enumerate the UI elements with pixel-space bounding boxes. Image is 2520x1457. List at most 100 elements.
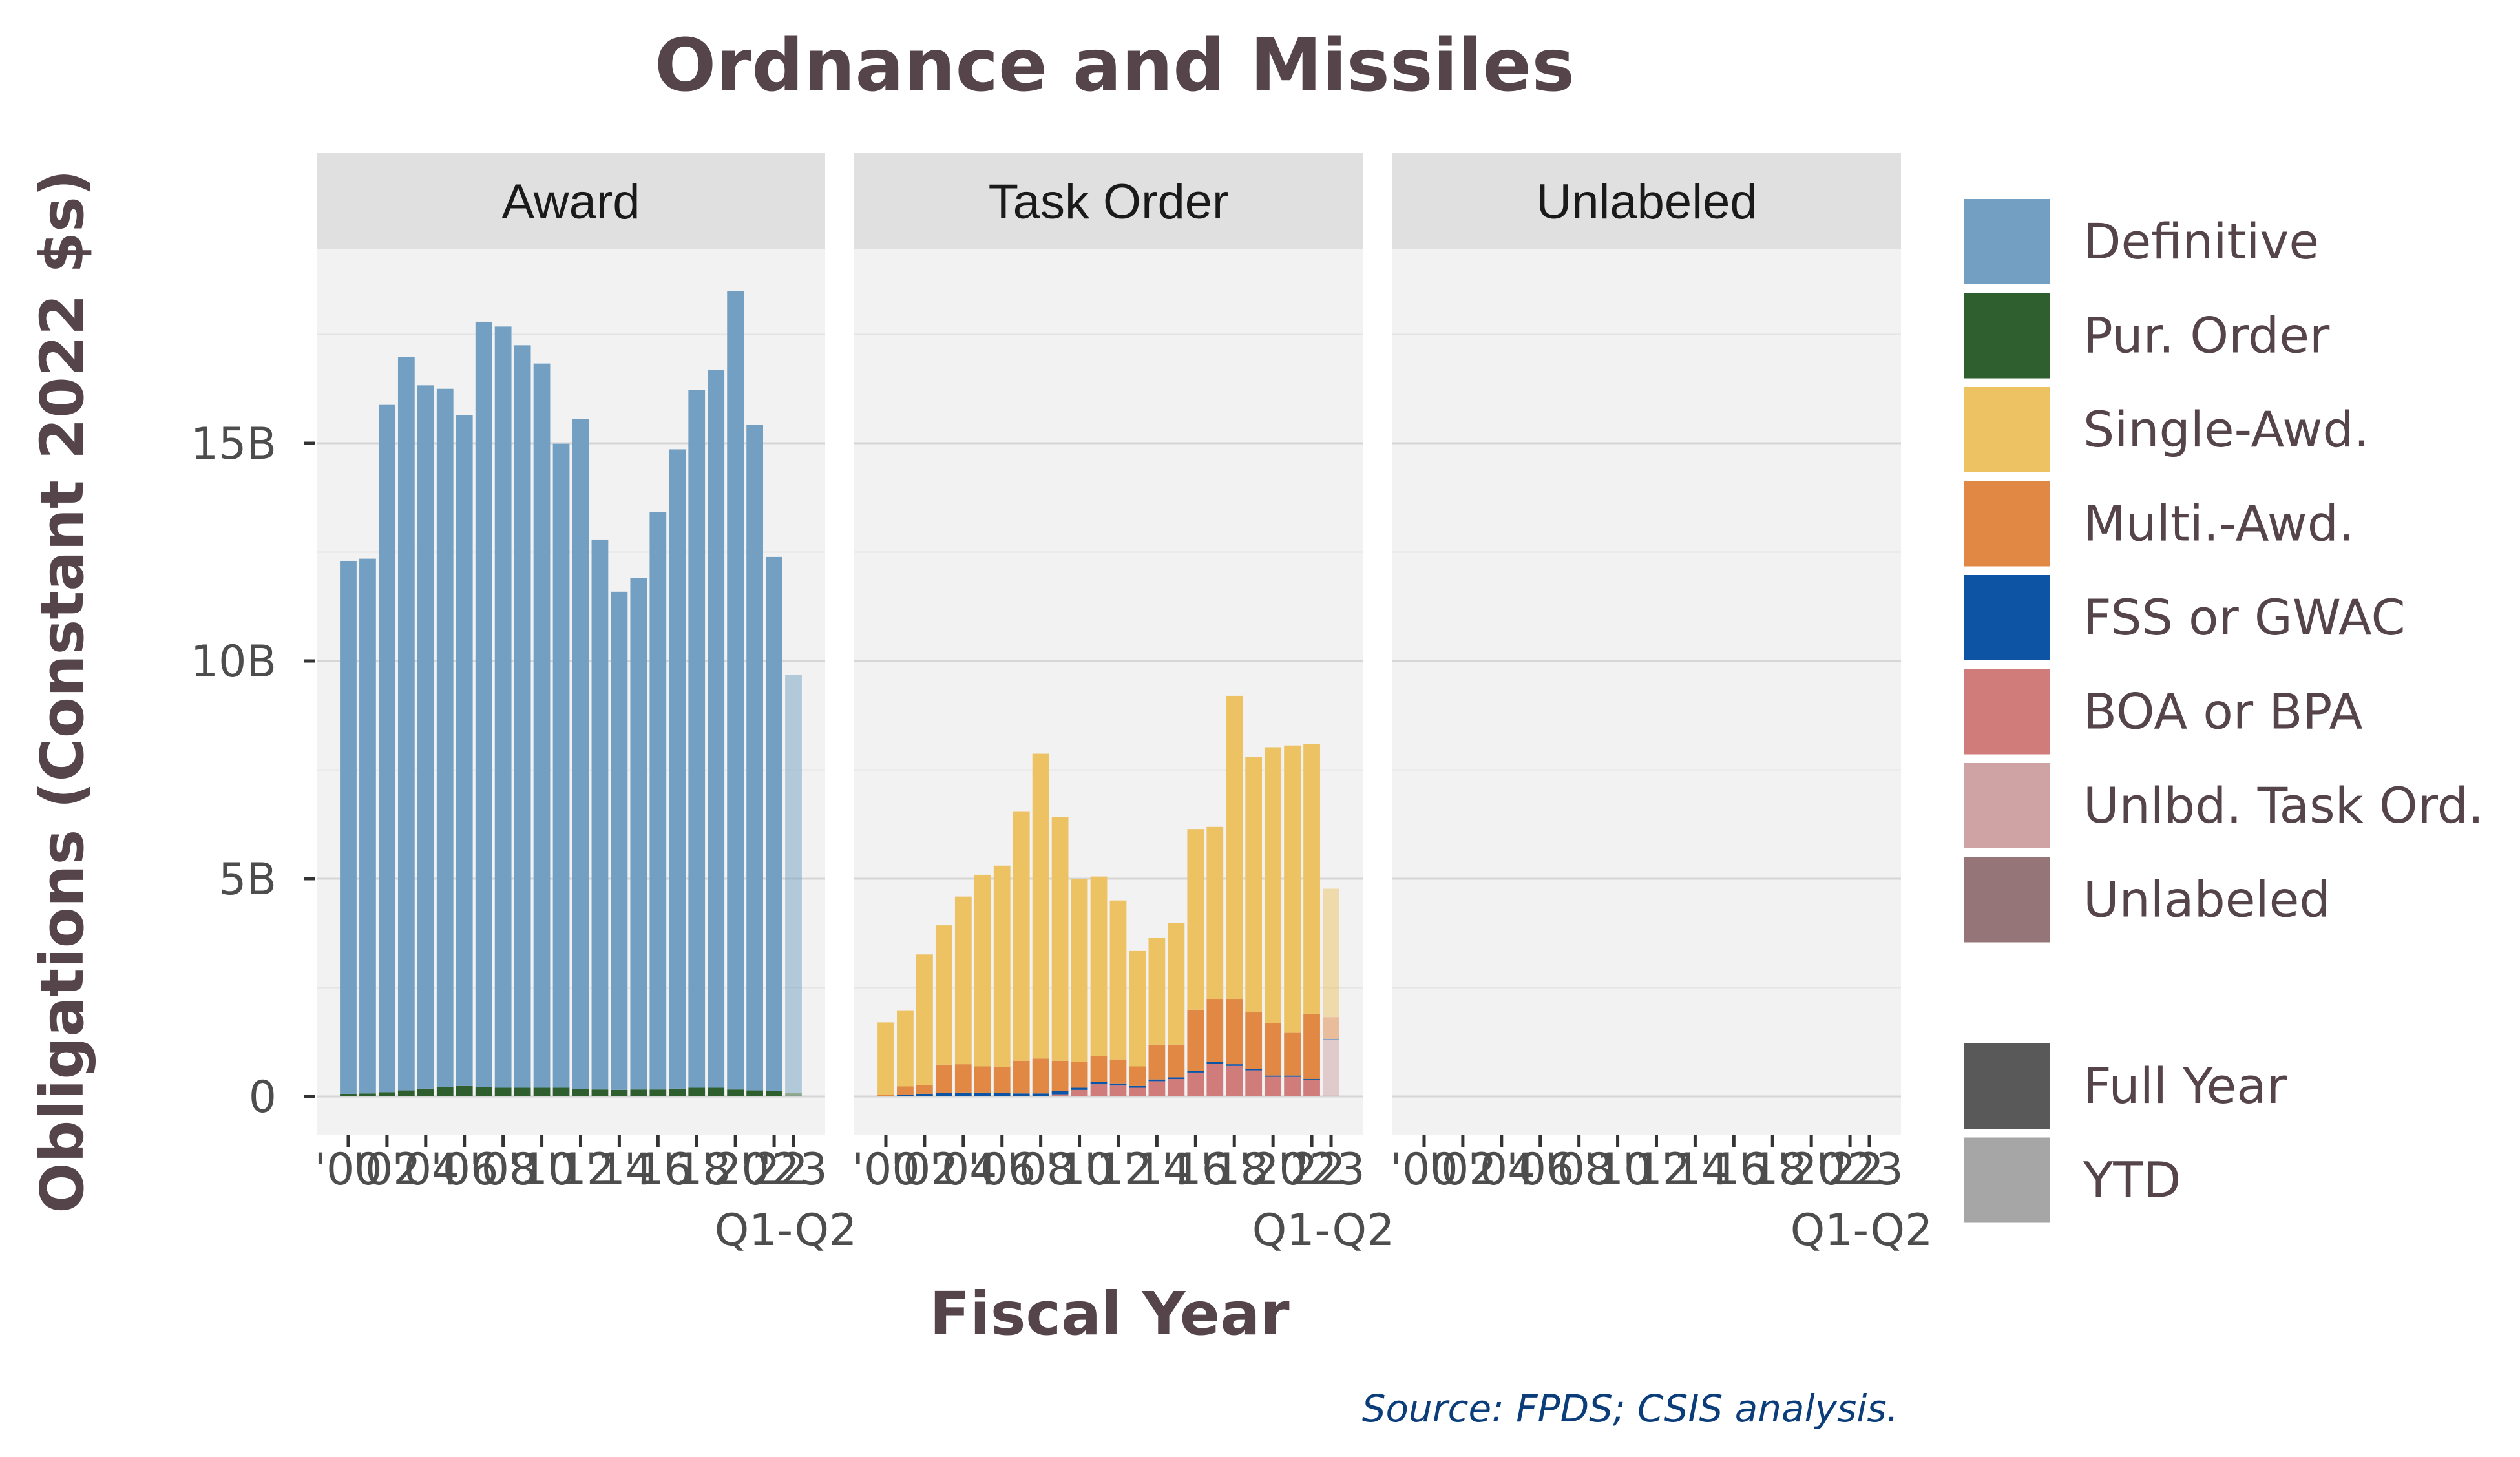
legend-label: Unlbd. Task Ord. — [2083, 777, 2484, 834]
bar-multi-awd--2004 — [954, 1064, 972, 1093]
y-axis-title: Obligations (Constant 2022 $s) — [28, 169, 97, 1213]
bar-single-awd--2009 — [1051, 817, 1069, 1061]
bar-definitive-2001 — [359, 558, 376, 1094]
x-tick-label: '14 — [1661, 1144, 1729, 1195]
bar-definitive-2023 — [785, 675, 802, 1093]
bar-boa-or-bpa-2020 — [1265, 1076, 1282, 1096]
bar-definitive-2004 — [417, 385, 434, 1089]
bar-single-awd--2019 — [1245, 757, 1263, 1012]
bar-fss-or-gwac-2014 — [1148, 1079, 1166, 1082]
x-tick-label: '08 — [1545, 1144, 1613, 1195]
facet-panel-award: Award '00'02'04'06'08'10'12'14'16'18'20'2… — [314, 153, 857, 1256]
bar-fss-or-gwac-2017 — [1206, 1062, 1224, 1064]
x-tick-label-ytd: Q1-Q2 — [1252, 1205, 1395, 1256]
bar-definitive-2018 — [688, 390, 706, 1088]
bar-pur-order-2023 — [785, 1093, 802, 1096]
bar-boa-or-bpa-2011 — [1090, 1084, 1108, 1096]
facet-strip-label: Award — [501, 174, 640, 229]
x-tick-label: '22 — [1816, 1144, 1884, 1195]
bar-definitive-2014 — [611, 591, 628, 1090]
bar-single-awd--2003 — [935, 925, 952, 1065]
facet-strip — [854, 153, 1363, 249]
x-tick-label: '16 — [1162, 1144, 1230, 1195]
legend-item-ytd: YTD — [1962, 1135, 2181, 1226]
bar-multi-awd--2010 — [1071, 1062, 1088, 1088]
bar-multi-awd--2001 — [897, 1086, 914, 1095]
bar-multi-awd--2012 — [1109, 1059, 1127, 1084]
facet-strip — [1392, 153, 1901, 249]
bar-fss-or-gwac-2019 — [1245, 1069, 1263, 1071]
bar-single-awd--2014 — [1148, 938, 1166, 1045]
x-tick-label: '16 — [624, 1144, 692, 1195]
bar-fss-or-gwac-2005 — [974, 1092, 991, 1096]
x-tick-label: '14 — [585, 1144, 653, 1195]
legend-swatch — [1962, 1135, 2052, 1226]
facet-panels: 05B10B15BAward'00'02'04'06'08'10'12'14'1… — [191, 153, 1933, 1256]
bar-single-awd--2023 — [1323, 888, 1339, 1018]
bar-definitive-2019 — [708, 370, 725, 1088]
bar-definitive-2011 — [552, 443, 570, 1088]
x-tick-label: '00 — [314, 1144, 382, 1195]
bar-multi-awd--2009 — [1051, 1060, 1069, 1091]
bar-multi-awd--2006 — [993, 1067, 1011, 1093]
x-tick-label: '04 — [392, 1144, 459, 1195]
bar-multi-awd--2017 — [1206, 999, 1224, 1062]
bar-boa-or-bpa-2021 — [1284, 1076, 1301, 1096]
bar-single-awd--2010 — [1071, 879, 1088, 1062]
facet-strip-label: Unlabeled — [1536, 174, 1757, 229]
x-tick-label: '22 — [740, 1144, 808, 1195]
bar-pur-order-2005 — [436, 1087, 454, 1096]
legend-swatch — [1962, 760, 2052, 851]
bar-fss-or-gwac-2013 — [1129, 1085, 1146, 1088]
bar-single-awd--2017 — [1206, 826, 1224, 1000]
legend-item-full-year: Full Year — [1962, 1041, 2287, 1131]
bar-single-awd--2005 — [974, 874, 991, 1067]
bar-definitive-2005 — [436, 388, 454, 1087]
bar-multi-awd--2014 — [1148, 1044, 1166, 1080]
legend-swatch — [1962, 666, 2052, 757]
bar-definitive-2017 — [669, 449, 686, 1089]
bar-unlbd-task-ord--2023 — [1323, 1040, 1339, 1096]
bar-single-awd--2011 — [1090, 876, 1108, 1056]
y-tick-label: 5B — [218, 854, 277, 905]
bar-boa-or-bpa-2019 — [1245, 1070, 1263, 1096]
x-tick-label: '18 — [1201, 1144, 1268, 1195]
x-tick-label-ytd: Q1-Q2 — [715, 1205, 857, 1256]
bar-boa-or-bpa-2015 — [1168, 1079, 1185, 1096]
bar-boa-or-bpa-2009 — [1051, 1094, 1069, 1096]
bar-definitive-2002 — [379, 404, 395, 1093]
source-note: Source: FPDS; CSIS analysis. — [1362, 1387, 1898, 1431]
legend-item-boa-or-bpa: BOA or BPA — [1962, 666, 2362, 757]
legend-swatch — [1962, 290, 2052, 381]
bar-pur-order-2001 — [359, 1093, 376, 1096]
bar-multi-awd--2015 — [1168, 1044, 1185, 1078]
bar-multi-awd--2003 — [935, 1064, 952, 1093]
bar-pur-order-2002 — [379, 1092, 395, 1096]
bar-single-awd--2022 — [1303, 744, 1320, 1014]
bar-pur-order-2000 — [340, 1093, 357, 1096]
bar-single-awd--2006 — [993, 865, 1011, 1067]
legend-item-unlbd-task-ord-: Unlbd. Task Ord. — [1962, 760, 2484, 851]
bar-fss-or-gwac-2015 — [1168, 1077, 1185, 1080]
bar-multi-awd--2008 — [1032, 1058, 1049, 1094]
x-tick-label: '12 — [547, 1144, 614, 1195]
bar-definitive-2012 — [572, 419, 589, 1089]
bar-pur-order-2012 — [572, 1089, 589, 1096]
bar-multi-awd--2021 — [1284, 1032, 1301, 1076]
x-tick-label: '23 — [759, 1144, 827, 1195]
bar-fss-or-gwac-2011 — [1090, 1082, 1108, 1085]
bar-pur-order-2004 — [417, 1088, 434, 1096]
bar-pur-order-2008 — [494, 1087, 512, 1096]
bar-definitive-2021 — [746, 425, 763, 1091]
x-tick-label: '04 — [929, 1144, 997, 1195]
bar-boa-or-bpa-2012 — [1109, 1085, 1127, 1096]
bar-definitive-2003 — [397, 357, 415, 1091]
x-tick-label: '08 — [469, 1144, 537, 1195]
bar-fss-or-gwac-2002 — [916, 1093, 933, 1096]
bar-multi-awd--2005 — [974, 1066, 991, 1093]
legend-label: BOA or BPA — [2083, 683, 2362, 740]
bar-definitive-2009 — [514, 345, 531, 1088]
bar-pur-order-2017 — [669, 1088, 686, 1096]
bar-pur-order-2016 — [649, 1089, 667, 1096]
x-tick-label: '00 — [852, 1144, 919, 1195]
